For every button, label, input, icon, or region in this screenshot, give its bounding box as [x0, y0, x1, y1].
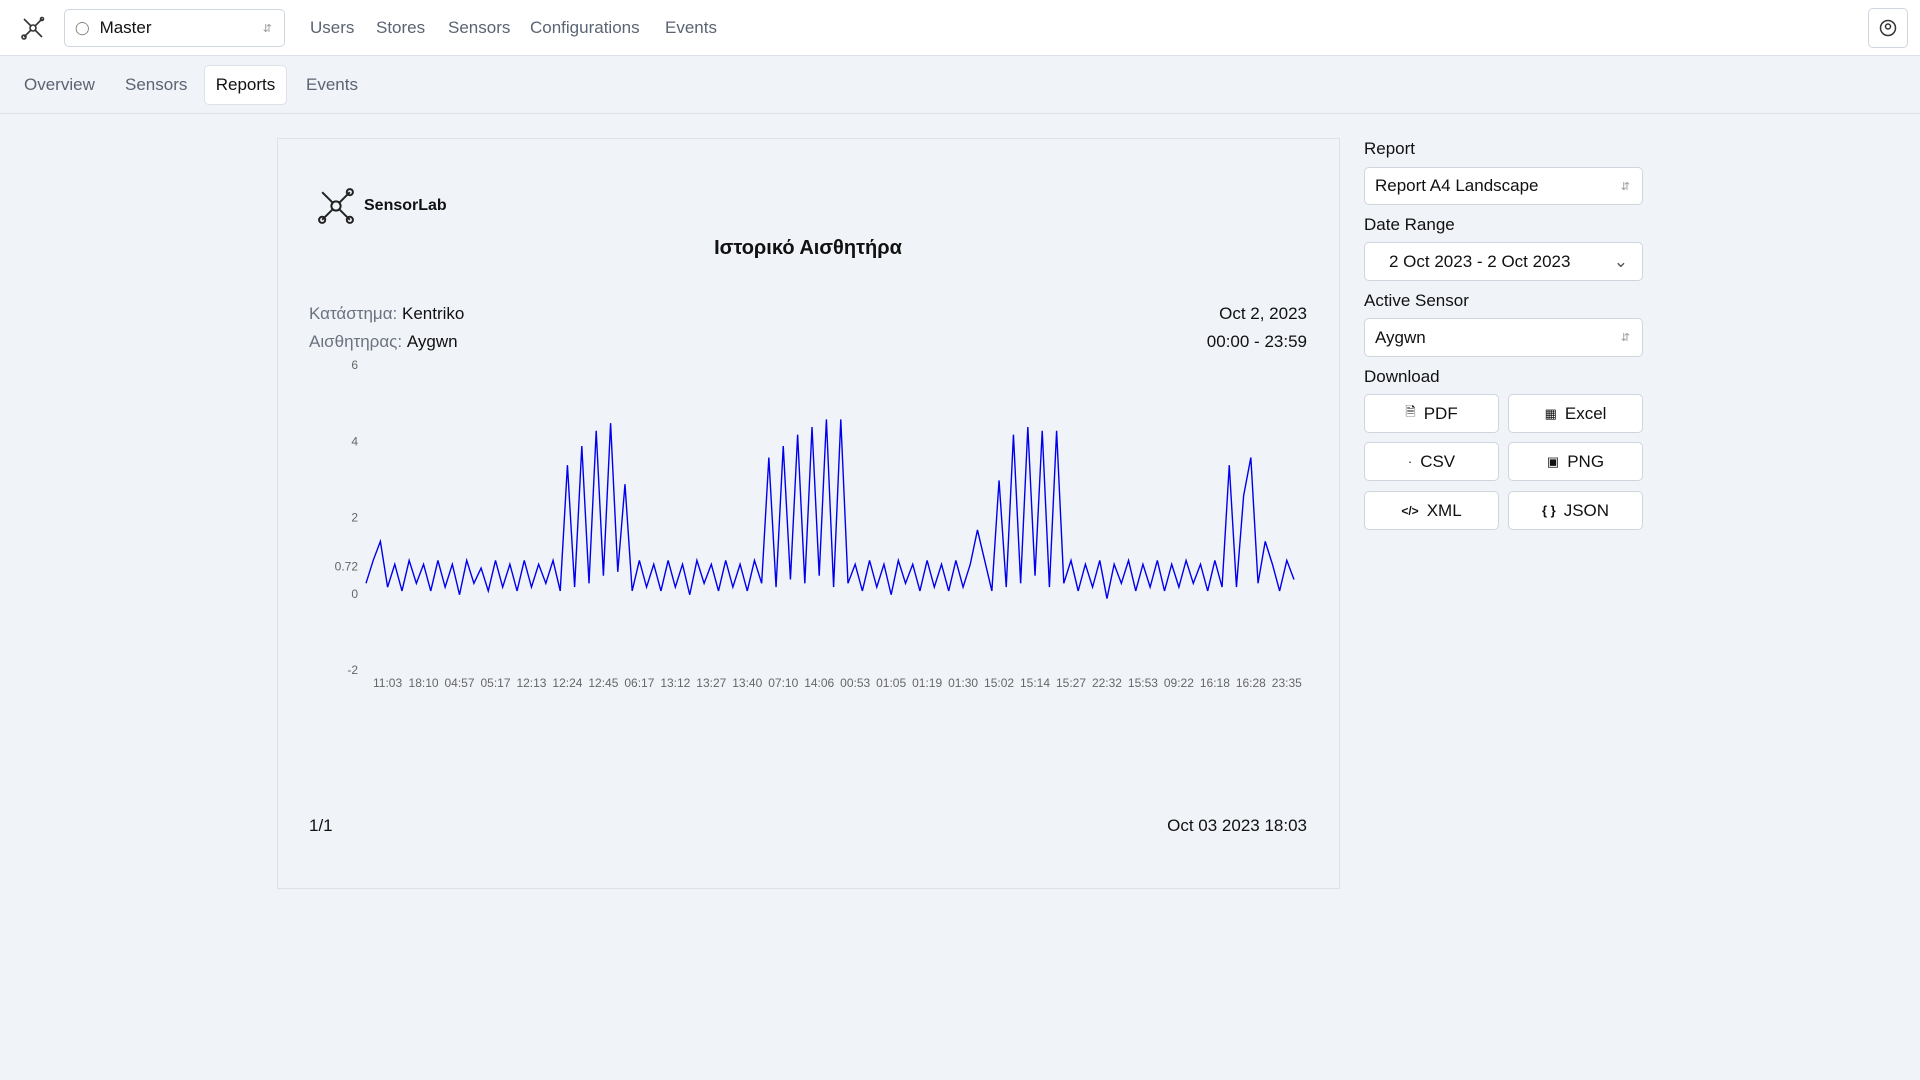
report-time-range: 00:00 - 23:59: [1206, 332, 1307, 351]
account-select[interactable]: ◯ Master ⇵: [64, 9, 285, 47]
store-value: Kentriko: [402, 304, 465, 323]
nav-link[interactable]: Stores: [376, 18, 426, 37]
x-tick-label: 16:28: [1236, 676, 1266, 690]
tab-active[interactable]: Reports: [204, 65, 287, 105]
x-tick-label: 13:40: [732, 676, 762, 690]
x-tick-label: 01:19: [912, 676, 942, 690]
field-label: Active Sensor: [1364, 291, 1469, 310]
x-tick-label: 11:03: [373, 676, 402, 690]
select-value: Report A4 Landscape: [1375, 176, 1539, 195]
download-button[interactable]: { } JSON: [1508, 491, 1643, 530]
x-tick-label: 05:17: [480, 676, 510, 690]
download-button[interactable]: · CSV: [1364, 442, 1499, 481]
x-tick-label: 01:05: [876, 676, 906, 690]
tab[interactable]: Events: [306, 75, 358, 94]
store-label: Κατάστημα:: [309, 304, 398, 323]
y-tick-label: 6: [351, 358, 358, 372]
account-name: Master: [99, 18, 152, 37]
field-label: Date Range: [1364, 215, 1455, 234]
x-tick-label: 06:17: [624, 676, 654, 690]
select-value: 2 Oct 2023 - 2 Oct 2023: [1389, 251, 1571, 271]
x-tick-label: 16:18: [1200, 676, 1230, 690]
sensor-label: Αισθητηρας:: [309, 332, 403, 351]
download-button[interactable]: </> XML: [1364, 491, 1499, 530]
nav-link[interactable]: Events: [665, 18, 717, 37]
generated-at: Oct 03 2023 18:03: [1167, 816, 1307, 835]
nav-link[interactable]: Users: [310, 18, 355, 37]
app-logo[interactable]: [20, 15, 46, 41]
tab-bar: [0, 56, 1920, 114]
user-button[interactable]: [1868, 8, 1908, 48]
field-label: Report: [1364, 139, 1416, 158]
report-date: Oct 2, 2023: [1219, 304, 1307, 323]
x-tick-label: 01:30: [948, 676, 978, 690]
brand-name: SensorLab: [364, 197, 447, 214]
x-tick-label: 12:45: [588, 676, 618, 690]
x-tick-label: 13:27: [696, 676, 726, 690]
y-tick-label: 4: [351, 434, 358, 448]
select-value: Aygwn: [1375, 327, 1426, 347]
report-select[interactable]: Report A4 Landscape ⇵: [1364, 167, 1643, 205]
button-label: CSV: [1420, 451, 1456, 471]
x-tick-label: 15:53: [1128, 676, 1158, 690]
x-tick-label: 12:13: [516, 676, 546, 690]
x-tick-label: 04:57: [445, 676, 475, 690]
x-tick-label: 15:02: [984, 676, 1014, 690]
brand-logo: [318, 188, 354, 224]
sensor-line: [365, 419, 1295, 599]
button-label: Excel: [1564, 403, 1607, 423]
user-icon: [1879, 19, 1897, 37]
page-number: 1/1: [309, 816, 333, 835]
button-label: PDF: [1423, 403, 1458, 423]
x-tick-label: 13:12: [660, 676, 690, 690]
tab[interactable]: Sensors: [125, 75, 188, 94]
x-tick-label: 18:10: [409, 676, 439, 690]
button-label: XML: [1426, 500, 1462, 520]
y-tick-label: -2: [347, 663, 358, 677]
x-tick-label: 22:32: [1092, 676, 1122, 690]
report-page: [277, 138, 1340, 889]
nav-link[interactable]: Sensors: [448, 18, 511, 37]
x-tick-label: 15:14: [1020, 676, 1050, 690]
x-tick-label: 09:22: [1164, 676, 1194, 690]
download-button[interactable]: ▦ Excel: [1508, 394, 1643, 433]
x-tick-label: 14:06: [804, 676, 834, 690]
field-label: Download: [1364, 367, 1440, 386]
nav-link[interactable]: Configurations: [530, 18, 640, 37]
y-tick-label: 0.72: [335, 559, 359, 573]
download-button[interactable]: ▣ PNG: [1508, 442, 1643, 481]
sensor-select[interactable]: Aygwn ⇵: [1364, 318, 1643, 357]
x-tick-label: 15:27: [1056, 676, 1086, 690]
x-tick-label: 23:35: [1272, 676, 1302, 690]
button-label: JSON: [1563, 500, 1610, 520]
y-tick-label: 0: [351, 587, 358, 601]
x-tick-label: 00:53: [840, 676, 870, 690]
y-tick-label: 2: [351, 511, 358, 525]
button-label: PNG: [1567, 451, 1605, 471]
x-tick-label: 07:10: [768, 676, 798, 690]
chart: -2 0 0.72 2 4 6 11:03 18:10 04:57 05:17 12:13 12:24…: [335, 358, 1303, 690]
tab[interactable]: Overview: [24, 75, 95, 94]
x-tick-label: 12:24: [552, 676, 582, 690]
report-title: Ιστορικό Αισθητήρα: [714, 237, 902, 259]
download-button[interactable]: 🗎 PDF: [1364, 394, 1499, 433]
header: [0, 0, 1920, 56]
date-range-picker[interactable]: 2 Oct 2023 - 2 Oct 2023 ⌄: [1364, 242, 1643, 281]
sensor-value: Aygwn: [406, 332, 458, 351]
